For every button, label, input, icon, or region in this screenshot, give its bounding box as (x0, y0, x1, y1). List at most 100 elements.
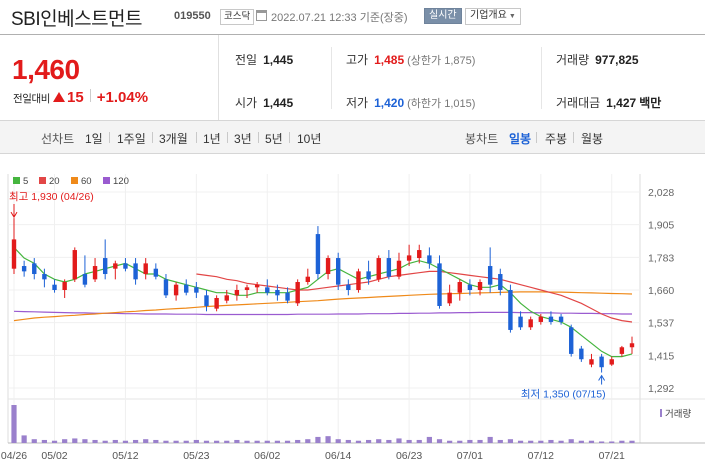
candle-body (62, 282, 67, 290)
candle-body (72, 250, 77, 280)
volume-bar (264, 440, 270, 443)
candle-body (427, 255, 432, 264)
volume-bar (436, 439, 443, 443)
candle-body (538, 316, 544, 322)
x-tick-label: 06/14 (325, 450, 351, 462)
volume-bar (578, 440, 584, 443)
candle-body (467, 284, 473, 290)
volume-bar (497, 439, 503, 443)
legend-swatch (39, 177, 46, 184)
ma60-line (13, 291, 633, 322)
tab-candle-weekly[interactable]: 주봉 (545, 132, 568, 146)
company-overview-label: 기업개요 (470, 10, 507, 21)
candle-body (335, 258, 341, 285)
volume-bar (122, 440, 129, 443)
legend-label: 60 (81, 176, 92, 187)
tab-period-3m[interactable]: 3개월 (159, 132, 188, 146)
stat-label: 시가 (235, 96, 258, 110)
current-price-box: 1,460 전일대비 15 +1.04% (0, 35, 219, 121)
volume-bar (132, 439, 139, 443)
stock-code: 019550 (174, 10, 211, 22)
tab-period-5y[interactable]: 5년 (265, 132, 283, 146)
ma120-line (13, 310, 632, 316)
candle-body (92, 266, 98, 280)
volume-bar (153, 439, 159, 443)
stat-value: 1,427 (606, 96, 637, 110)
x-tick-label: 05/02 (41, 450, 67, 462)
volume-bar (558, 440, 564, 443)
volume-bar (72, 438, 78, 443)
amount-unit: 백만 (639, 96, 662, 110)
tab-period-1y[interactable]: 1년 (203, 132, 221, 146)
tab-period-10y[interactable]: 10년 (297, 132, 322, 146)
candle-body (133, 263, 138, 280)
volume-bar (41, 439, 47, 443)
tab-period-1w[interactable]: 1주일 (117, 132, 146, 146)
volume-bar (203, 440, 210, 443)
change-label: 전일대비 (13, 93, 51, 105)
company-overview-button[interactable]: 기업개요 ▼ (465, 8, 521, 25)
tab-period-1d[interactable]: 1일 (85, 132, 103, 146)
candle-body (275, 290, 280, 296)
candle-body (498, 274, 503, 290)
volume-bar (416, 439, 422, 443)
volume-bar (477, 439, 483, 443)
stat-label: 저가 (346, 96, 369, 110)
candle-body (396, 260, 402, 277)
stat-value: 1,420 (374, 96, 405, 110)
candle-body (173, 284, 179, 296)
volume-bar (609, 441, 615, 443)
candlestick-chart[interactable]: 2,028 1,905 1,783 1,660 1,537 1,415 1,292 04/26… (0, 154, 705, 467)
volume-bar (629, 440, 635, 443)
tab-candle-monthly[interactable]: 월봉 (581, 132, 604, 146)
chart-canvas: 2,028 1,905 1,783 1,660 1,537 1,415 1,292 04/26… (1, 174, 705, 462)
volume-bar (284, 440, 291, 443)
candle-body (42, 274, 47, 280)
tab-candle-daily[interactable]: 일봉 (509, 132, 532, 146)
y-tick-label: 1,292 (648, 383, 674, 395)
candle-body (609, 359, 614, 365)
candle-body (143, 263, 148, 275)
legend-label: 5 (23, 176, 28, 187)
volume-bar (143, 439, 149, 443)
volume-bar (163, 440, 169, 443)
x-tick-label: 06/23 (396, 450, 422, 462)
volume-bar (173, 440, 179, 443)
volume-bar (487, 436, 493, 443)
candle-body (366, 271, 371, 280)
volume-bar (467, 439, 473, 443)
volume-bar (244, 440, 250, 443)
candle-body (11, 239, 17, 269)
candle-body (417, 250, 422, 259)
candle-body (254, 284, 260, 288)
realtime-button[interactable]: 실시간 (424, 8, 462, 24)
candle-body (508, 290, 513, 330)
upper-limit: (상한가 1,875) (407, 55, 476, 67)
candle-body (376, 258, 381, 280)
candle-body (629, 343, 635, 348)
lower-limit: (하한가 1,015) (407, 98, 476, 110)
change-rate: +1.04% (96, 89, 149, 106)
stat-value: 1,445 (263, 53, 294, 67)
volume-bar (234, 439, 240, 443)
line-chart-label: 선차트 (41, 132, 75, 146)
candle-body (437, 263, 442, 306)
divider (89, 89, 91, 102)
volume-bar (538, 440, 544, 443)
tab-period-3y[interactable]: 3년 (234, 132, 252, 146)
stock-header: SBI인베스트먼트 019550 코스닥 2022.07.21 12:33 기준… (0, 0, 705, 34)
volume-legend-label: 거래량 (665, 408, 691, 420)
volume-bar (335, 439, 341, 443)
max-price-annotation: 최고 1,930 (04/26) (9, 191, 94, 203)
x-tick-label: 06/02 (254, 450, 280, 462)
quote-basis: 기준(장중) (359, 12, 408, 24)
x-tick-label: 07/12 (528, 450, 554, 462)
candle-body (123, 263, 128, 269)
chart-tabbar: 선차트 1일 1주일 3개월 1년 3년 5년 10년 봉차트 일봉 주봉 월봉 (0, 120, 705, 154)
y-tick-label: 1,905 (648, 220, 674, 232)
volume-bar (365, 439, 372, 443)
candle-body (184, 284, 189, 293)
volume-bar (528, 440, 534, 443)
legend-swatch (103, 177, 110, 184)
change-value: 15 (67, 89, 84, 106)
